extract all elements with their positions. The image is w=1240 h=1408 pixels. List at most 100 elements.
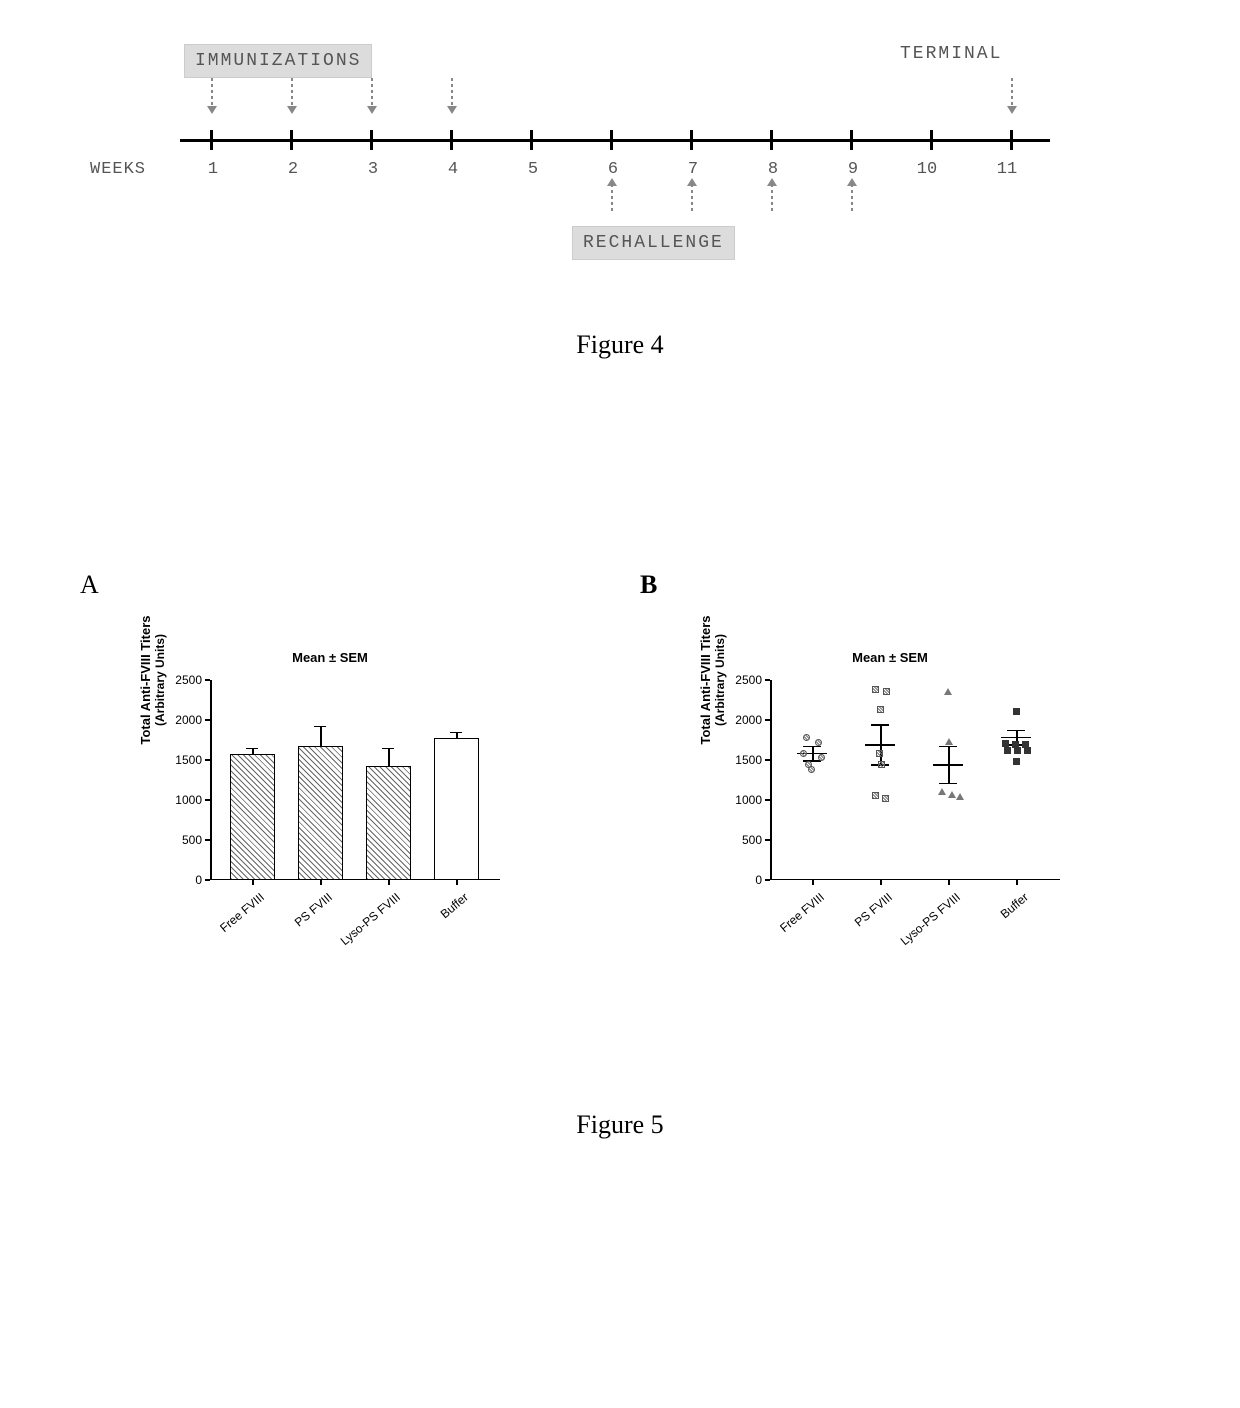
y-tick (765, 719, 770, 721)
week-num: 5 (518, 160, 548, 179)
chart-plot-area: 0 500 1000 1500 2000 2500 Free FVIII PS … (210, 680, 500, 880)
y-axis-label: Total Anti-FVIII Titers (Arbitrary Units… (698, 580, 727, 780)
panel-a-label: A (80, 570, 99, 600)
y-tick-label: 500 (742, 833, 762, 847)
errorcap (246, 748, 258, 750)
x-tick (812, 880, 814, 885)
y-tick (205, 799, 210, 801)
marker-circle-icon (815, 739, 822, 746)
y-tick-label: 0 (755, 873, 762, 887)
chart-title: Mean ± SEM (120, 650, 540, 665)
tick (850, 130, 853, 150)
y-tick (765, 759, 770, 761)
sem-cap (939, 746, 957, 748)
y-tick-label: 1000 (735, 793, 762, 807)
marker-triangle-icon (944, 688, 952, 695)
y-tick (205, 719, 210, 721)
week-num: 2 (278, 160, 308, 179)
marker-square-icon (872, 686, 879, 693)
y-axis-line (210, 680, 212, 880)
errorbar (320, 726, 322, 745)
chart-plot-area: 0 500 1000 1500 2000 2500 (770, 680, 1060, 880)
marker-triangle-icon (956, 793, 964, 800)
y-tick (205, 679, 210, 681)
errorcap (382, 748, 394, 750)
sem-cap (871, 724, 889, 726)
week-num: 11 (992, 160, 1022, 179)
marker-square-icon (876, 750, 883, 757)
y-tick (205, 839, 210, 841)
immunization-arrow-icon (211, 78, 213, 108)
errorbar (388, 748, 390, 766)
y-tick-label: 1500 (735, 753, 762, 767)
errorcap (450, 732, 462, 734)
y-axis-label: Total Anti-FVIII Titers (Arbitrary Units… (138, 580, 167, 780)
marker-circle-icon (818, 754, 825, 761)
marker-square-icon (1002, 740, 1009, 747)
marker-square-icon (882, 795, 889, 802)
sem-cap (939, 783, 957, 785)
rechallenge-arrow-icon (691, 184, 693, 214)
y-tick (765, 879, 770, 881)
x-tick (388, 880, 390, 885)
week-num: 4 (438, 160, 468, 179)
week-num: 7 (678, 160, 708, 179)
y-axis-label-line2: (Arbitrary Units) (153, 580, 167, 780)
panel-a-chart: Mean ± SEM Total Anti-FVIII Titers (Arbi… (120, 650, 540, 1030)
marker-circle-icon (808, 766, 815, 773)
y-tick-label: 1000 (175, 793, 202, 807)
y-tick (205, 879, 210, 881)
rechallenge-box: RECHALLENGE (572, 226, 735, 260)
y-tick-label: 500 (182, 833, 202, 847)
week-num: 10 (912, 160, 942, 179)
week-num: 6 (598, 160, 628, 179)
terminal-label: TERMINAL (900, 44, 1002, 64)
marker-triangle-icon (948, 791, 956, 798)
marker-circle-icon (800, 750, 807, 757)
marker-square-icon (878, 761, 885, 768)
marker-square-icon (1013, 708, 1020, 715)
x-tick (252, 880, 254, 885)
bar-ps-fviii (298, 746, 343, 880)
sem-cap (1007, 730, 1025, 732)
immunizations-box: IMMUNIZATIONS (184, 44, 372, 78)
y-tick (765, 799, 770, 801)
marker-square-icon (1014, 747, 1021, 754)
week-num: 3 (358, 160, 388, 179)
sem-line (948, 747, 950, 784)
marker-circle-icon (803, 734, 810, 741)
marker-square-icon (872, 792, 879, 799)
y-axis-label-line1: Total Anti-FVIII Titers (698, 615, 713, 744)
y-tick-label: 0 (195, 873, 202, 887)
y-tick (205, 759, 210, 761)
figure-4-caption: Figure 4 (520, 330, 720, 360)
tick (370, 130, 373, 150)
sem-line (880, 726, 882, 766)
marker-triangle-icon (945, 738, 953, 745)
y-axis-label-line2: (Arbitrary Units) (713, 580, 727, 780)
marker-square-icon (1013, 758, 1020, 765)
rechallenge-arrow-icon (851, 184, 853, 214)
timeline-axis (180, 139, 1050, 142)
figure-5-caption: Figure 5 (520, 1110, 720, 1140)
bar-buffer (434, 738, 479, 880)
y-tick (765, 839, 770, 841)
panel-b-label: B (640, 570, 657, 600)
y-axis-line (770, 680, 772, 880)
bar-lyso-ps-fviii (366, 766, 411, 880)
y-tick (765, 679, 770, 681)
x-tick (320, 880, 322, 885)
tick (450, 130, 453, 150)
chart-title: Mean ± SEM (680, 650, 1100, 665)
tick (530, 130, 533, 150)
immunization-arrow-icon (451, 78, 453, 108)
figure-4-timeline: WEEKS IMMUNIZATIONS TERMINAL RECHALLENGE… (160, 40, 1080, 320)
tick (290, 130, 293, 150)
y-tick-label: 2500 (735, 673, 762, 687)
rechallenge-arrow-icon (611, 184, 613, 214)
immunization-arrow-icon (291, 78, 293, 108)
week-num: 1 (198, 160, 228, 179)
errorcap (314, 726, 326, 728)
y-tick-label: 1500 (175, 753, 202, 767)
weeks-axis-label: WEEKS (90, 160, 146, 179)
